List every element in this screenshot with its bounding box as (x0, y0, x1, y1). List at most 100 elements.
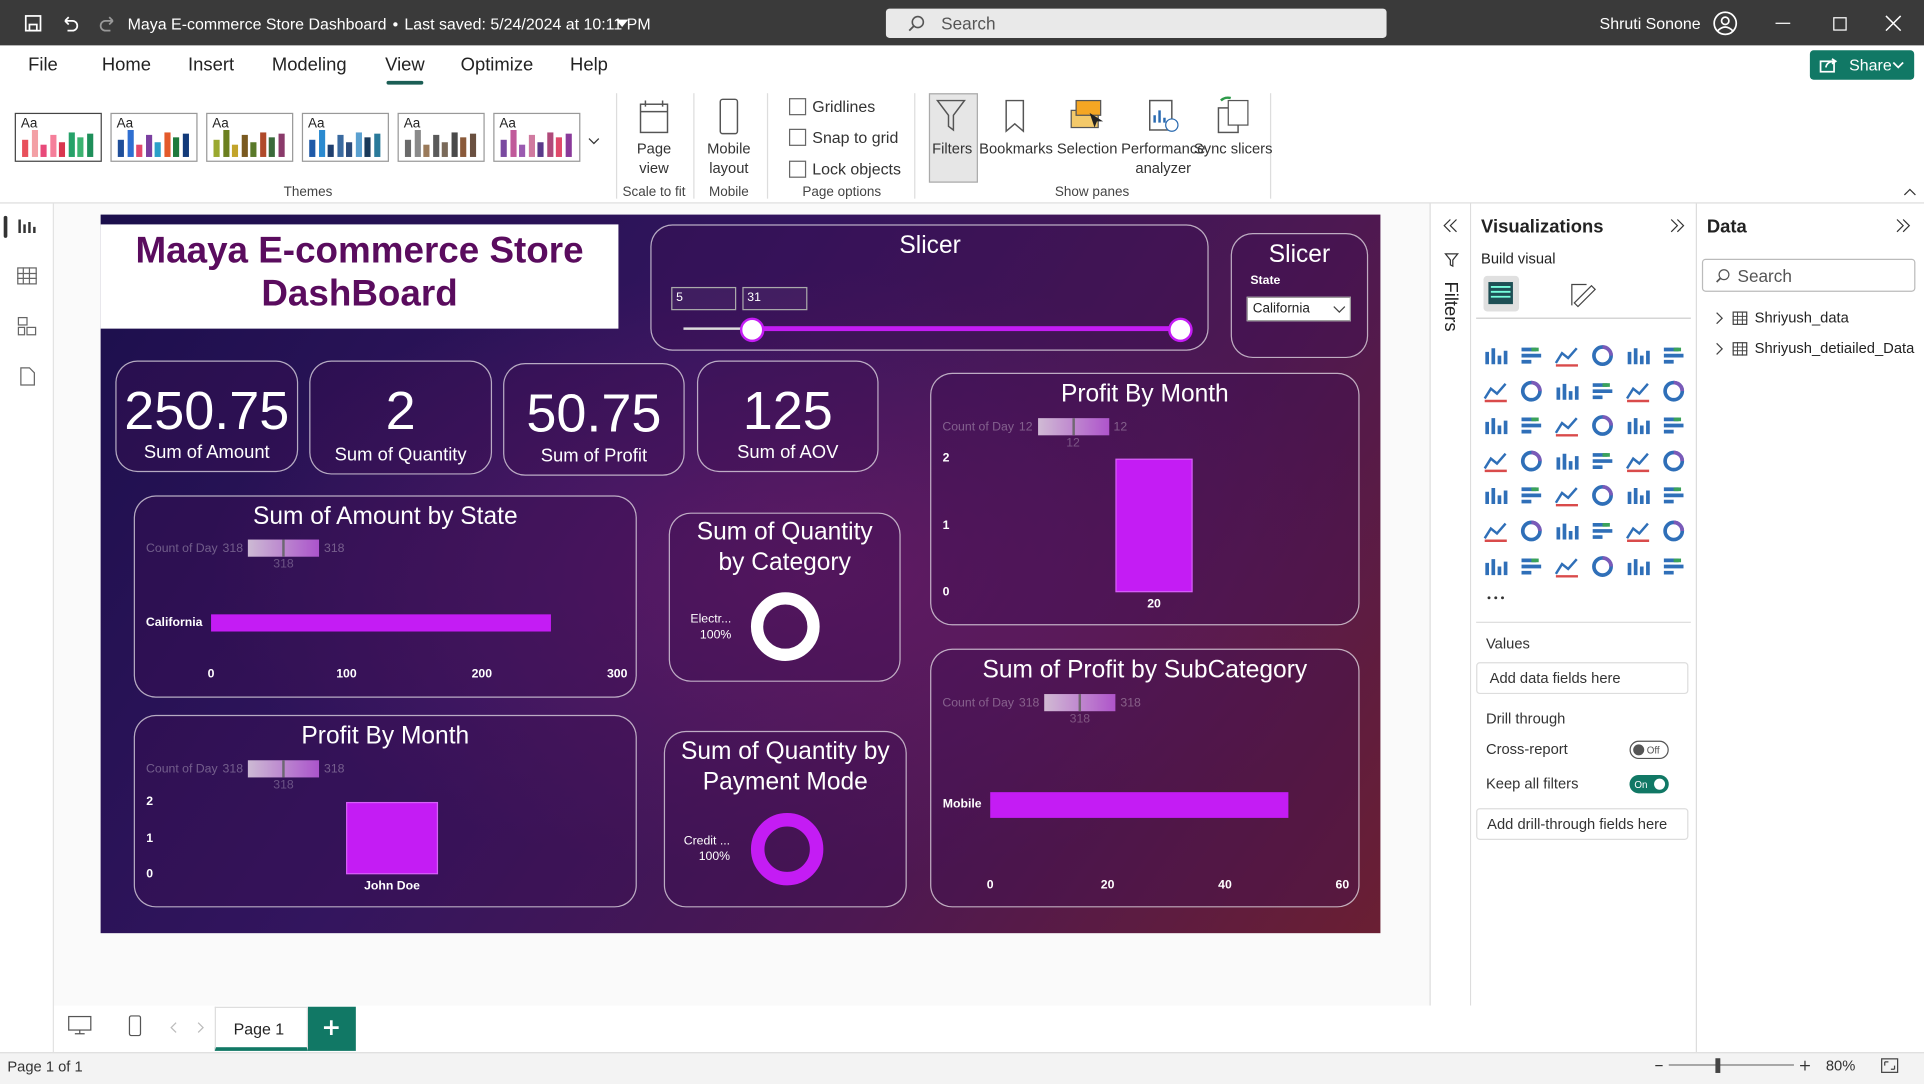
pane-button-icon[interactable] (1146, 98, 1180, 135)
expand-chevron[interactable] (1715, 342, 1723, 355)
visual-type-icon[interactable] (1626, 380, 1651, 402)
visual-type-icon[interactable] (1483, 415, 1508, 437)
ribbon-tab[interactable]: Insert (188, 54, 235, 76)
visual-type-icon[interactable] (1626, 450, 1651, 472)
visual-type-icon[interactable] (1590, 380, 1615, 402)
range-input-from[interactable] (671, 286, 737, 311)
pane-button-icon[interactable] (1216, 96, 1250, 135)
pane-button-icon[interactable] (935, 98, 969, 135)
slider-handle[interactable] (1168, 317, 1193, 343)
pane-button-icon[interactable] (999, 98, 1033, 135)
report-view-icon[interactable] (17, 217, 37, 234)
visual-type-icon[interactable] (1555, 520, 1580, 542)
pane-button-icon[interactable] (1070, 98, 1104, 135)
bar[interactable] (1115, 458, 1193, 593)
pane-button[interactable]: Selection (1056, 139, 1118, 157)
dax-view-icon[interactable] (17, 367, 37, 387)
zoom-in[interactable] (1800, 1060, 1810, 1071)
page-tab[interactable] (214, 1006, 308, 1051)
save-icon[interactable] (24, 15, 42, 32)
visual-type-icon[interactable] (1519, 520, 1544, 542)
phone-view-icon[interactable] (128, 1014, 142, 1036)
redo-icon[interactable] (99, 15, 116, 32)
visual-type-icon[interactable] (1555, 450, 1580, 472)
visual-type-icon[interactable] (1555, 380, 1580, 402)
bar[interactable] (346, 801, 439, 875)
visual-type-icon[interactable] (1661, 485, 1686, 507)
ribbon-tab[interactable]: File (28, 54, 58, 76)
bar[interactable] (211, 614, 551, 632)
pane-button[interactable]: Filters (932, 139, 973, 157)
visual-type-icon[interactable] (1626, 520, 1651, 542)
checkbox[interactable] (788, 98, 807, 116)
pane-button[interactable]: Bookmarks (979, 139, 1053, 157)
bar[interactable] (990, 791, 1289, 818)
fit-page[interactable] (1881, 1058, 1899, 1073)
slicer-dropdown[interactable] (1246, 296, 1351, 322)
visual-type-icon[interactable] (1661, 415, 1686, 437)
visual-type-icon[interactable] (1519, 450, 1544, 472)
ribbon-tab[interactable]: Help (570, 54, 608, 76)
donut-slice[interactable] (750, 592, 820, 661)
visual-type-icon[interactable] (1554, 555, 1580, 578)
mobile-layout-button[interactable]: Mobile layout (707, 139, 751, 177)
close-button[interactable] (1885, 15, 1902, 32)
visual-type-icon[interactable] (1661, 345, 1686, 367)
visual-panel[interactable] (1230, 232, 1369, 359)
visual-type-icon[interactable] (1519, 415, 1544, 437)
visual-type-icon[interactable] (1661, 520, 1686, 542)
visual-type-icon[interactable] (1626, 345, 1651, 367)
collapse-pane[interactable] (1670, 219, 1685, 233)
visual-type-icon[interactable] (1519, 555, 1544, 577)
ribbon-tab[interactable]: Optimize (460, 54, 534, 76)
user-avatar[interactable] (1713, 11, 1738, 36)
theme-swatch[interactable] (110, 112, 198, 162)
checkbox[interactable] (788, 160, 807, 178)
zoom-out[interactable] (1655, 1064, 1663, 1067)
visual-type-icon[interactable] (1519, 345, 1544, 367)
expand-filters[interactable] (1443, 219, 1458, 233)
search-box[interactable] (885, 8, 1387, 39)
data-table[interactable]: Shriyush_data (1754, 309, 1849, 327)
visual-type-icon[interactable] (1519, 485, 1544, 507)
collapse-ribbon[interactable] (1903, 187, 1916, 195)
visual-type-icon[interactable] (1483, 520, 1508, 542)
visual-type-icon[interactable] (1483, 380, 1508, 402)
visual-type-icon[interactable] (1626, 415, 1651, 437)
data-table[interactable]: Shriyush_detiailed_Data (1754, 339, 1915, 357)
visual-type-icon[interactable] (1519, 380, 1544, 402)
visual-type-icon[interactable] (1626, 485, 1651, 507)
page-view-icon[interactable] (638, 99, 670, 134)
model-view-icon[interactable] (17, 316, 37, 336)
pane-button[interactable]: Performance analyzer (1121, 139, 1206, 177)
range-input-to[interactable] (742, 286, 808, 311)
checkbox-label[interactable]: Lock objects (812, 160, 901, 179)
table-view-icon[interactable] (17, 267, 37, 285)
visual-type-icon[interactable] (1483, 485, 1508, 507)
collapse-pane[interactable] (1896, 219, 1911, 233)
visual-type-icon[interactable] (1590, 485, 1615, 507)
page-view-button[interactable]: Page view (636, 139, 672, 177)
prev-page[interactable] (169, 1022, 176, 1033)
visual-type-icon[interactable] (1554, 415, 1580, 437)
desktop-view-icon[interactable] (67, 1015, 92, 1035)
visual-type-icon[interactable] (1590, 555, 1615, 577)
visual-type-icon[interactable] (1590, 520, 1615, 542)
data-search[interactable] (1701, 258, 1916, 292)
visual-type-icon[interactable] (1554, 345, 1580, 367)
page-tab-label[interactable]: Page 1 (233, 1019, 285, 1039)
ribbon-tab[interactable]: Modeling (271, 54, 347, 76)
themes-more[interactable] (588, 137, 600, 144)
mobile-layout-icon[interactable] (718, 98, 740, 135)
format-visual-icon[interactable] (1569, 280, 1597, 308)
next-page[interactable] (197, 1022, 204, 1033)
undo-icon[interactable] (61, 15, 79, 32)
visual-type-icon[interactable] (1661, 555, 1686, 577)
ribbon-tab[interactable]: View (385, 54, 425, 76)
title-dropdown[interactable] (615, 19, 629, 27)
visual-type-icon[interactable] (1483, 345, 1508, 367)
visual-type-icon[interactable] (1661, 380, 1686, 402)
checkbox[interactable] (788, 128, 807, 146)
expand-chevron[interactable] (1715, 311, 1723, 324)
visual-type-icon[interactable] (1626, 555, 1651, 577)
